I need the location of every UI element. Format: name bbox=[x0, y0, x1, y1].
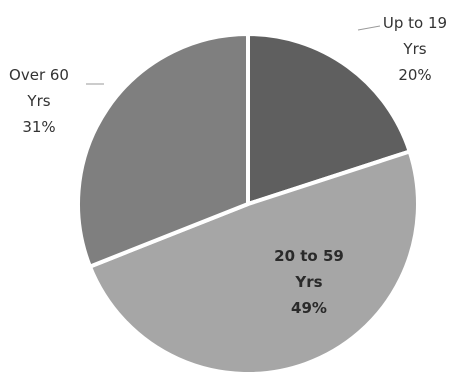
slice-value-label-1: 49% bbox=[291, 299, 327, 317]
slice-value-label-2: 31% bbox=[22, 118, 55, 136]
slice-category-label-1: 20 to 59 bbox=[274, 247, 344, 265]
slice-category-label-2: Yrs bbox=[26, 92, 50, 110]
slice-value-label-0: 20% bbox=[398, 66, 431, 84]
slice-category-label-2: Over 60 bbox=[9, 66, 69, 84]
pie-slice-1 bbox=[87, 149, 421, 377]
leader-line-0 bbox=[357, 25, 381, 31]
pie-labels: Up to 19 Yrs 20% 20 to 59 Yrs 49% Over 60 Yrs 31… bbox=[9, 14, 447, 317]
pie-slice-0 bbox=[246, 32, 412, 206]
pie-slice-2 bbox=[76, 32, 250, 269]
slice-category-label-0: Yrs bbox=[402, 40, 426, 58]
slice-category-label-0: Up to 19 bbox=[383, 14, 447, 32]
slice-category-label-1: Yrs bbox=[294, 273, 322, 291]
pie-slices bbox=[76, 32, 421, 377]
